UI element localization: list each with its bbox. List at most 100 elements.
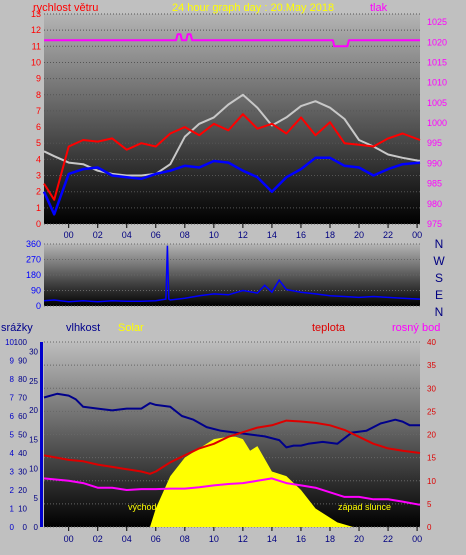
direction-series [43, 245, 421, 303]
humidity-tick-label: 40 [18, 449, 27, 458]
wind-x-tick-label: 06 [151, 230, 161, 240]
pressure-tick-label: 1005 [427, 98, 447, 108]
temp-tick-label: 20 [427, 431, 436, 440]
direction-left-axis: 0 90 180 270 360 [26, 239, 41, 311]
wind-x-tick-label: 16 [296, 230, 306, 240]
precip-scale-bar [40, 342, 43, 527]
wind-direction-line [43, 245, 421, 303]
pressure-tick-label: 1020 [427, 37, 447, 47]
temperature-series [43, 392, 421, 527]
temp-tick-label: 40 [427, 338, 436, 347]
wind-x-tick-label: 10 [209, 230, 219, 240]
wind-tick-label: 11 [32, 41, 41, 51]
temp-tick-label: 10 [427, 477, 436, 486]
temperature-x-tick-label: 22 [383, 534, 393, 544]
wind-plot-area [44, 14, 420, 224]
humidity-tick-label: 70 [18, 394, 27, 403]
temperature-x-tick-label: 02 [93, 534, 103, 544]
compass-label: S [435, 271, 443, 285]
humidity-tick-label: 100 [14, 338, 28, 347]
solar-label: Solar [118, 322, 144, 334]
wind-x-tick-label: 14 [267, 230, 277, 240]
direction-tick-label: 180 [26, 270, 41, 280]
precip-tick-label: 5 [10, 431, 15, 440]
wind-tick-label: 12 [31, 25, 41, 35]
wind-tick-label: 8 [36, 90, 41, 100]
temperature-x-tick-label: 08 [180, 534, 190, 544]
humidity-tick-label: 10 [18, 505, 27, 514]
humidity-tick-label: 0 [23, 523, 28, 532]
direction-tick-label: 270 [26, 255, 41, 265]
temperature-x-tick-label: 12 [238, 534, 248, 544]
wind-tick-label: 1 [36, 203, 41, 213]
dew-line [43, 477, 421, 506]
solar-tick-label: 15 [29, 435, 38, 444]
humidity-label: vlhkost [66, 322, 100, 334]
precip-tick-label: 3 [10, 468, 15, 477]
wind-tick-label: 3 [36, 171, 41, 181]
avg-wind-line [42, 156, 421, 216]
pressure-tick-label: 1025 [427, 17, 447, 27]
humidity-tick-label: 20 [18, 486, 27, 495]
humidity-tick-label: 50 [18, 431, 27, 440]
pressure-tick-label: 1000 [427, 118, 447, 128]
wind-x-tick-label: 20 [354, 230, 364, 240]
wind-tick-label: 13 [31, 9, 41, 19]
wind-x-tick-label: 18 [325, 230, 335, 240]
precip-tick-label: 1 [10, 505, 15, 514]
wind-x-tick-label: 00 [412, 230, 422, 240]
direction-tick-label: 360 [26, 239, 41, 249]
temp-tick-label: 30 [427, 384, 436, 393]
wind-series [42, 33, 421, 216]
temperature-x-tick-label: 00 [64, 534, 74, 544]
sunset-annotation: západ slunce [338, 502, 391, 512]
pressure-right-axis: 975 980 985 990 995 1000 1005 1010 1015 1020 1025 [427, 17, 447, 229]
wind-tick-label: 6 [36, 122, 41, 132]
temp-line [43, 419, 421, 475]
humidity-line [43, 392, 420, 449]
pressure-axis-label: tlak [370, 2, 388, 14]
precip-tick-label: 4 [10, 449, 15, 458]
temperature-x-tick-label: 04 [122, 534, 132, 544]
compass-label: N [435, 305, 444, 319]
temp-label: teplota [312, 322, 346, 334]
temp-tick-label: 0 [427, 523, 432, 532]
pressure-tick-label: 985 [427, 179, 442, 189]
precip-tick-label: 9 [10, 357, 15, 366]
wind-x-tick-label: 00 [64, 230, 74, 240]
solar-tick-label: 0 [34, 523, 39, 532]
direction-plot-area [44, 244, 420, 306]
compass-label: W [433, 254, 445, 268]
solar-tick-label: 25 [29, 377, 38, 386]
wind-x-tick-label: 12 [238, 230, 248, 240]
precip-tick-label: 8 [10, 375, 15, 384]
wind-line-line [43, 93, 421, 177]
direction-tick-label: 90 [31, 286, 41, 296]
precip-tick-label: 7 [10, 394, 15, 403]
solar-tick-label: 5 [34, 494, 39, 503]
wind-tick-label: 2 [36, 187, 41, 197]
pressure-tick-label: 975 [427, 219, 442, 229]
wind-tick-label: 7 [36, 106, 41, 116]
wind-tick-label: 4 [36, 154, 41, 164]
pressure-tick-label: 980 [427, 199, 442, 209]
temperature-x-tick-label: 00 [412, 534, 422, 544]
wind-x-axis: 00 02 04 06 08 10 12 14 16 18 20 22 00 [64, 224, 422, 240]
compass-label: E [435, 288, 443, 302]
solar-tick-label: 30 [29, 348, 38, 357]
pressure-tick-label: 1015 [427, 57, 447, 67]
precip-tick-label: 10 [5, 338, 14, 347]
wind-tick-label: 0 [36, 219, 41, 229]
gust-line [43, 113, 421, 201]
precip-tick-label: 6 [10, 412, 15, 421]
precip-label: srážky [1, 322, 33, 334]
temperature-x-tick-label: 06 [151, 534, 161, 544]
wind-x-tick-label: 04 [122, 230, 132, 240]
temp-tick-label: 25 [427, 407, 436, 416]
temperature-x-tick-label: 14 [267, 534, 277, 544]
temp-tick-label: 5 [427, 500, 432, 509]
